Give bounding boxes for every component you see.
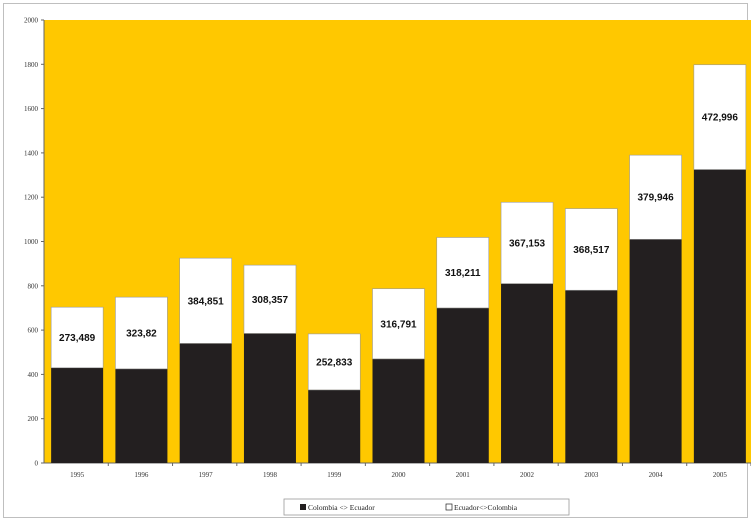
legend-label-ecuador-colombia: Ecuador<>Colombia: [454, 503, 518, 512]
x-tick-label-2001: 2001: [456, 471, 471, 479]
bars-group: [50, 64, 747, 463]
x-tick-label-1999: 1999: [327, 471, 342, 479]
bar-ecuador-colombia-1995: [50, 306, 104, 369]
bar-ecuador-colombia-1999: [307, 333, 361, 391]
x-tick-label-2003: 2003: [584, 471, 599, 479]
y-tick-label: 200: [28, 415, 39, 423]
legend-swatch-ecuador-colombia: [445, 503, 453, 511]
bar-ecuador-colombia-2001: [436, 237, 490, 309]
bar-colombia-ecuador-1998: [243, 333, 296, 463]
y-tick-label: 800: [28, 282, 39, 290]
bar-colombia-ecuador-2004: [629, 239, 682, 463]
data-label-1995: 273,489: [59, 333, 96, 344]
bar-colombia-ecuador-1997: [179, 343, 232, 463]
data-labels-group: 273,489 323,82 384,851 308,357 252,833 316,79…: [59, 113, 738, 369]
y-tick-label: 400: [28, 371, 39, 379]
bar-ecuador-colombia-2000: [372, 288, 425, 360]
x-tick-label-1995: 1995: [70, 471, 85, 479]
legend-label-colombia-ecuador: Colombia <> Ecuador: [308, 503, 375, 512]
data-label-2000: 316,791: [380, 319, 417, 330]
y-tick-label: 1600: [24, 105, 39, 113]
data-label-2002: 367,153: [509, 238, 546, 249]
data-label-1999: 252,833: [316, 357, 353, 368]
bar-colombia-ecuador-2002: [501, 283, 554, 463]
legend-box: [283, 498, 570, 516]
y-tick-label: 1000: [24, 238, 39, 246]
x-tick-label-2005: 2005: [713, 471, 728, 479]
bar-colombia-ecuador-2003: [565, 290, 618, 463]
data-label-2001: 318,211: [445, 268, 481, 279]
x-tick-label-1998: 1998: [263, 471, 278, 479]
x-tick-label-2000: 2000: [392, 471, 407, 479]
bar-ecuador-colombia-2002: [500, 201, 554, 284]
bar-colombia-ecuador-2001: [436, 307, 489, 463]
data-label-1997: 384,851: [188, 296, 225, 307]
bar-colombia-ecuador-2000: [372, 358, 425, 463]
data-label-2004: 379,946: [638, 193, 675, 204]
x-tick-label-1997: 1997: [199, 471, 214, 479]
bar-colombia-ecuador-1996: [115, 368, 168, 463]
y-tick-label: 0: [35, 460, 39, 468]
x-tick-label-2002: 2002: [520, 471, 535, 479]
data-label-2005: 472,996: [702, 113, 739, 124]
bar-ecuador-colombia-1997: [179, 257, 232, 344]
y-tick-label: 1400: [24, 149, 39, 157]
y-tick-label: 600: [28, 327, 39, 335]
data-label-1998: 308,357: [252, 295, 289, 306]
data-label-1996: 323,82: [126, 328, 157, 339]
bar-colombia-ecuador-1995: [51, 367, 104, 463]
bar-ecuador-colombia-2003: [565, 208, 618, 291]
y-tick-label: 1200: [24, 194, 39, 202]
bar-ecuador-colombia-1998: [243, 264, 297, 334]
data-label-2003: 368,517: [573, 245, 610, 256]
y-tick-label: 1800: [24, 61, 39, 69]
x-axis-ticks: 1995 1996 1997 1998 1999 2000 2001 2002 2003 2004…: [70, 463, 751, 479]
bar-ecuador-colombia-2005: [693, 64, 747, 170]
y-tick-label: 2000: [24, 17, 39, 25]
bar-colombia-ecuador-2005: [693, 169, 746, 463]
bar-ecuador-colombia-1996: [115, 296, 168, 370]
legend: Colombia <> Ecuador Ecuador<>Colombia: [283, 498, 570, 516]
bar-colombia-ecuador-1999: [308, 389, 361, 463]
bar-ecuador-colombia-2004: [629, 154, 682, 240]
legend-swatch-colombia-ecuador: [300, 504, 306, 510]
x-tick-label-1996: 1996: [134, 471, 149, 479]
x-tick-label-2004: 2004: [649, 471, 664, 479]
y-axis-ticks: 0 200 400 600 800 1000 1200 1400 1600 1800 2000: [24, 17, 44, 468]
